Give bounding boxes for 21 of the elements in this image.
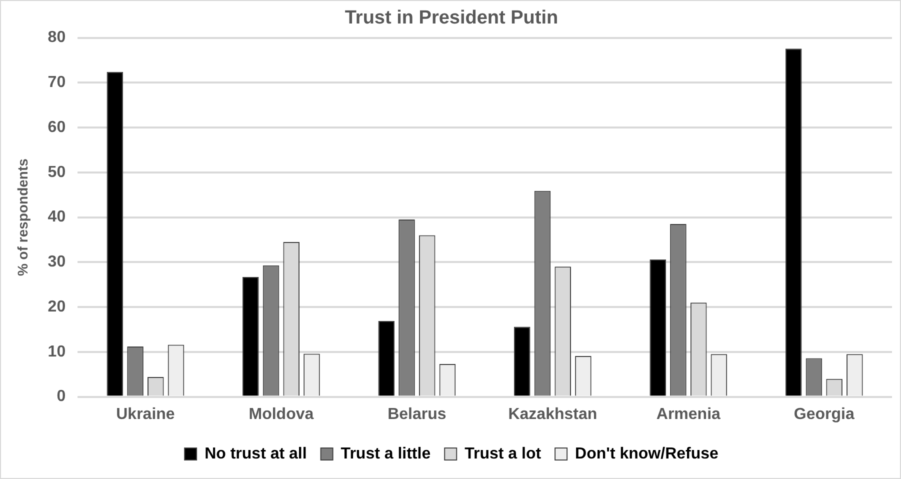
x-tick-label: Belarus (388, 406, 446, 423)
chart-title: Trust in President Putin (344, 8, 558, 29)
y-tick-label: 40 (48, 208, 66, 226)
x-tick-label: Ukraine (116, 406, 175, 423)
x-tick-label: Georgia (794, 406, 854, 423)
y-axis-title: % of respondents (14, 158, 30, 276)
y-tick-label: 50 (48, 164, 66, 181)
y-tick-label: 60 (48, 118, 66, 136)
y-tick-label: 20 (48, 298, 66, 316)
legend-label: Trust a lot (464, 445, 542, 462)
x-tick-label: Armenia (656, 406, 721, 423)
y-tick-label: 30 (48, 254, 66, 271)
y-tick-label: 10 (48, 343, 66, 360)
y-tick-label: 80 (48, 29, 66, 46)
x-tick-label: Kazakhstan (508, 406, 598, 423)
y-tick-label: 0 (56, 388, 66, 406)
y-tick-label: 70 (48, 74, 66, 92)
x-tick-label: Moldova (248, 406, 314, 423)
legend-label: Trust a little (340, 445, 431, 462)
legend-label: Don't know/Refuse (575, 445, 719, 462)
legend-label: No trust at all (204, 445, 307, 462)
